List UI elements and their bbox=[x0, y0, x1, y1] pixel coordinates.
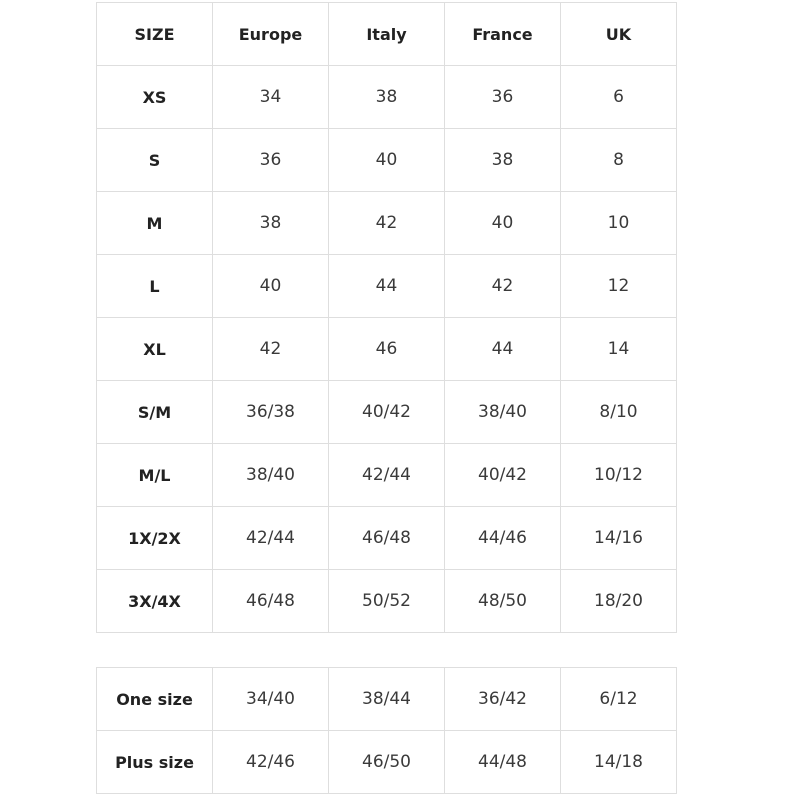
size-value: 34/40 bbox=[212, 667, 329, 731]
size-value: 44 bbox=[328, 254, 445, 318]
size-value: 40 bbox=[212, 254, 329, 318]
column-header: SIZE bbox=[96, 2, 213, 66]
table-row: M 38 42 40 10 bbox=[96, 191, 677, 255]
table-row: L 40 44 42 12 bbox=[96, 254, 677, 318]
size-value: 6 bbox=[560, 65, 677, 129]
size-value: 44/46 bbox=[444, 506, 561, 570]
size-chart-table: SIZE Europe Italy France UK XS 34 38 36 6 S 36 40 38 8… bbox=[96, 2, 677, 633]
size-value: 44/48 bbox=[444, 730, 561, 794]
column-header: France bbox=[444, 2, 561, 66]
size-value: 46 bbox=[328, 317, 445, 381]
special-size-table: One size 34/40 38/44 36/42 6/12 Plus size 42/4… bbox=[96, 667, 677, 794]
size-value: 36 bbox=[212, 128, 329, 192]
size-value: 42 bbox=[212, 317, 329, 381]
size-value: 38/44 bbox=[328, 667, 445, 731]
column-header: Europe bbox=[212, 2, 329, 66]
size-label: M bbox=[96, 191, 213, 255]
size-value: 10 bbox=[560, 191, 677, 255]
size-value: 48/50 bbox=[444, 569, 561, 633]
table-row: S/M 36/38 40/42 38/40 8/10 bbox=[96, 380, 677, 444]
size-label: 3X/4X bbox=[96, 569, 213, 633]
size-value: 50/52 bbox=[328, 569, 445, 633]
size-value: 38 bbox=[328, 65, 445, 129]
size-value: 42 bbox=[328, 191, 445, 255]
size-value: 44 bbox=[444, 317, 561, 381]
size-value: 46/50 bbox=[328, 730, 445, 794]
table-row: M/L 38/40 42/44 40/42 10/12 bbox=[96, 443, 677, 507]
table-row: XS 34 38 36 6 bbox=[96, 65, 677, 129]
size-value: 38/40 bbox=[444, 380, 561, 444]
size-value: 40 bbox=[328, 128, 445, 192]
size-value: 14/16 bbox=[560, 506, 677, 570]
size-value: 8 bbox=[560, 128, 677, 192]
size-value: 46/48 bbox=[212, 569, 329, 633]
size-value: 18/20 bbox=[560, 569, 677, 633]
size-label: S/M bbox=[96, 380, 213, 444]
size-value: 10/12 bbox=[560, 443, 677, 507]
table-row: 3X/4X 46/48 50/52 48/50 18/20 bbox=[96, 569, 677, 633]
size-value: 42/44 bbox=[212, 506, 329, 570]
size-value: 8/10 bbox=[560, 380, 677, 444]
table-row: One size 34/40 38/44 36/42 6/12 bbox=[96, 667, 677, 731]
table-row: Plus size 42/46 46/50 44/48 14/18 bbox=[96, 730, 677, 794]
size-value: 6/12 bbox=[560, 667, 677, 731]
size-label: XL bbox=[96, 317, 213, 381]
size-value: 38/40 bbox=[212, 443, 329, 507]
table-row: 1X/2X 42/44 46/48 44/46 14/16 bbox=[96, 506, 677, 570]
size-value: 38 bbox=[212, 191, 329, 255]
size-label: One size bbox=[96, 667, 213, 731]
table-row: S 36 40 38 8 bbox=[96, 128, 677, 192]
size-label: L bbox=[96, 254, 213, 318]
column-header: UK bbox=[560, 2, 677, 66]
size-value: 42 bbox=[444, 254, 561, 318]
size-label: Plus size bbox=[96, 730, 213, 794]
size-value: 42/46 bbox=[212, 730, 329, 794]
size-value: 40 bbox=[444, 191, 561, 255]
size-label: XS bbox=[96, 65, 213, 129]
table-row: XL 42 46 44 14 bbox=[96, 317, 677, 381]
size-value: 36 bbox=[444, 65, 561, 129]
size-value: 40/42 bbox=[444, 443, 561, 507]
header-row: SIZE Europe Italy France UK bbox=[96, 2, 677, 66]
size-label: M/L bbox=[96, 443, 213, 507]
size-value: 40/42 bbox=[328, 380, 445, 444]
size-label: S bbox=[96, 128, 213, 192]
size-label: 1X/2X bbox=[96, 506, 213, 570]
size-value: 14 bbox=[560, 317, 677, 381]
column-header: Italy bbox=[328, 2, 445, 66]
size-value: 42/44 bbox=[328, 443, 445, 507]
size-value: 36/38 bbox=[212, 380, 329, 444]
size-value: 36/42 bbox=[444, 667, 561, 731]
size-value: 34 bbox=[212, 65, 329, 129]
size-value: 14/18 bbox=[560, 730, 677, 794]
size-value: 12 bbox=[560, 254, 677, 318]
size-value: 38 bbox=[444, 128, 561, 192]
size-value: 46/48 bbox=[328, 506, 445, 570]
